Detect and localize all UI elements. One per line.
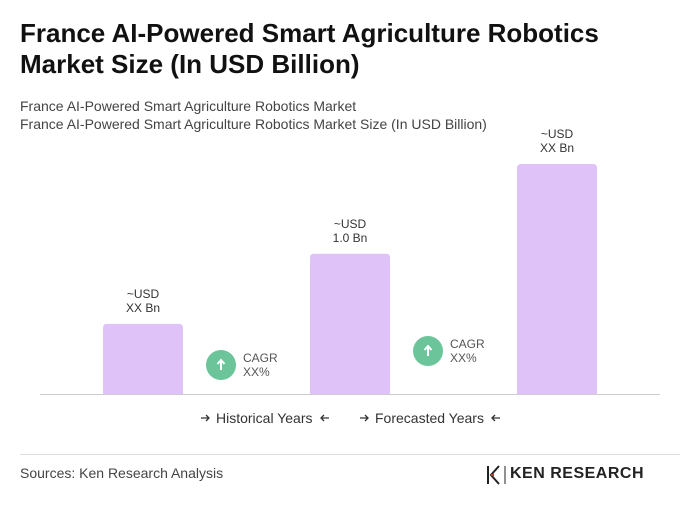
legend-label: Historical Years xyxy=(216,410,313,426)
subtitle: France AI-Powered Smart Agriculture Robo… xyxy=(20,98,357,114)
legend-arrow xyxy=(360,414,369,422)
logo-icon xyxy=(487,465,506,485)
bar xyxy=(310,253,390,394)
logo-text: KEN RESEARCH xyxy=(510,465,645,482)
legend-label: Forecasted Years xyxy=(375,410,484,426)
legend-arrow xyxy=(201,414,210,422)
source: Sources: Ken Research Analysis xyxy=(20,465,224,481)
value-label: ~USD 1.0 Bn xyxy=(332,216,368,245)
value-label: ~USD XX Bn xyxy=(539,127,575,155)
cagr-label: CAGR XX% xyxy=(243,351,278,379)
legend-arrow xyxy=(320,414,329,422)
legend-arrow xyxy=(491,414,500,422)
title: France AI-Powered Smart Agriculture Robo… xyxy=(20,18,599,79)
bar xyxy=(517,164,597,394)
bar xyxy=(103,323,183,394)
cagr-label: CAGR XX% xyxy=(450,337,485,365)
cagr-arrow xyxy=(216,358,226,370)
cagr-arrow xyxy=(423,344,433,356)
subtitle: France AI-Powered Smart Agriculture Robo… xyxy=(20,116,487,132)
value-label: ~USD XX Bn xyxy=(125,286,161,315)
